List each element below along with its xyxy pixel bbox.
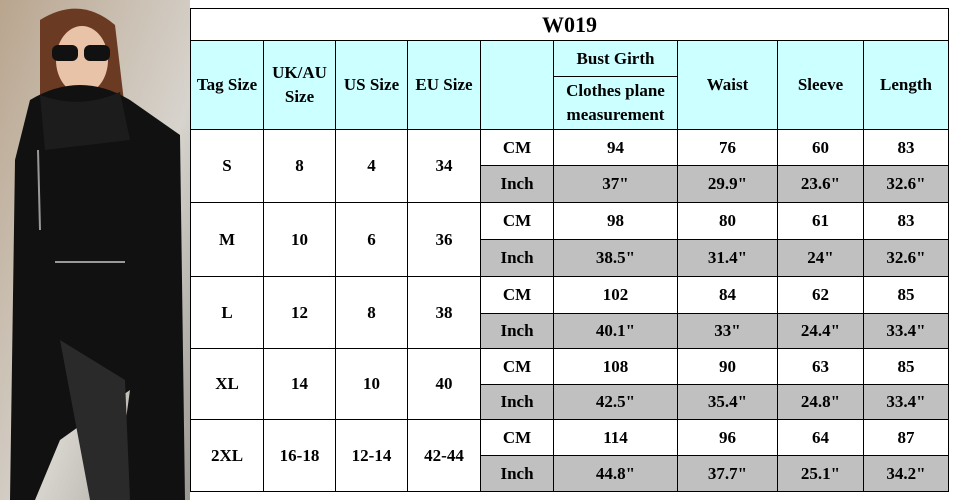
table-cell: 34 <box>407 129 481 203</box>
table-cell: 12-14 <box>335 419 408 492</box>
table-cell: 80 <box>677 202 778 240</box>
table-cell: 38 <box>407 276 481 349</box>
table-cell: 108 <box>553 348 678 385</box>
table-cell: 76 <box>677 129 778 166</box>
table-cell: 12 <box>263 276 336 349</box>
table-cell: 96 <box>677 419 778 456</box>
table-cell: 60 <box>777 129 864 166</box>
header-cell: Tag Size <box>190 40 264 130</box>
table-cell: 83 <box>863 202 949 240</box>
table-cell: L <box>190 276 264 349</box>
table-cell: 42-44 <box>407 419 481 492</box>
table-cell: 36 <box>407 202 481 277</box>
table-cell: 34.2" <box>863 455 949 492</box>
table-cell: 37" <box>553 165 678 203</box>
header-cell: Clothes plane measurement <box>553 76 678 130</box>
header-cell: Length <box>863 40 949 130</box>
header-cell: EU Size <box>407 40 481 130</box>
table-row: Inch 42.5" 35.4" 24.8" 33.4" <box>191 384 949 420</box>
table-cell: Inch <box>480 239 554 277</box>
table-cell: CM <box>480 202 554 240</box>
table-row: M 10 6 36 CM 98 80 61 83 <box>190 202 949 277</box>
table-cell: 114 <box>553 419 678 456</box>
table-cell: 62 <box>777 276 864 314</box>
table-row: Inch 37" 29.9" 23.6" 32.6" <box>191 165 949 203</box>
table-cell: CM <box>480 419 554 456</box>
table-cell: Inch <box>480 455 554 492</box>
table-cell: 38.5" <box>553 239 678 277</box>
table-cell: 102 <box>553 276 678 314</box>
table-cell: 6 <box>335 202 408 277</box>
table-cell: 98 <box>553 202 678 240</box>
table-cell: 90 <box>677 348 778 385</box>
table-cell: 85 <box>863 348 949 385</box>
table-row: Inch 38.5" 31.4" 24" 32.6" <box>191 239 949 277</box>
table-cell: 33.4" <box>863 313 949 349</box>
header-cell: US Size <box>335 40 408 130</box>
chart-title: W019 <box>190 8 949 41</box>
table-cell: CM <box>480 276 554 314</box>
table-cell: CM <box>480 129 554 166</box>
table-cell: 24.4" <box>777 313 864 349</box>
table-cell: 24" <box>777 239 864 277</box>
table-cell: 40 <box>407 348 481 420</box>
table-cell: 87 <box>863 419 949 456</box>
table-cell: 40.1" <box>553 313 678 349</box>
table-cell: 83 <box>863 129 949 166</box>
table-row: L 12 8 38 CM 102 84 62 85 <box>190 276 949 349</box>
table-cell: 32.6" <box>863 165 949 203</box>
model-photo <box>0 0 190 500</box>
table-row: 2XL 16-18 12-14 42-44 CM 114 96 64 87 <box>190 419 949 492</box>
table-cell: 33.4" <box>863 384 949 420</box>
header-cell: Sleeve <box>777 40 864 130</box>
table-cell: Inch <box>480 384 554 420</box>
table-cell: 63 <box>777 348 864 385</box>
table-cell: M <box>190 202 264 277</box>
table-row: Inch 40.1" 33" 24.4" 33.4" <box>191 313 949 349</box>
table-cell: 94 <box>553 129 678 166</box>
table-row: S 8 4 34 CM 94 76 60 83 <box>190 129 949 203</box>
table-cell: 61 <box>777 202 864 240</box>
table-cell: 16-18 <box>263 419 336 492</box>
table-cell: S <box>190 129 264 203</box>
table-cell: 10 <box>263 202 336 277</box>
table-cell: 85 <box>863 276 949 314</box>
table-cell: 10 <box>335 348 408 420</box>
table-cell: 14 <box>263 348 336 420</box>
table-cell: 23.6" <box>777 165 864 203</box>
table-cell: 37.7" <box>677 455 778 492</box>
table-cell: 24.8" <box>777 384 864 420</box>
table-cell: 33" <box>677 313 778 349</box>
table-cell: XL <box>190 348 264 420</box>
table-cell: 29.9" <box>677 165 778 203</box>
table-cell: CM <box>480 348 554 385</box>
table-cell: Inch <box>480 165 554 203</box>
table-cell: 2XL <box>190 419 264 492</box>
table-cell: 8 <box>263 129 336 203</box>
table-cell: 84 <box>677 276 778 314</box>
table-cell: Inch <box>480 313 554 349</box>
table-cell: 4 <box>335 129 408 203</box>
table-cell: 64 <box>777 419 864 456</box>
table-row: XL 14 10 40 CM 108 90 63 85 <box>190 348 949 420</box>
table-cell: 42.5" <box>553 384 678 420</box>
table-cell: 32.6" <box>863 239 949 277</box>
header-cell: UK/AU Size <box>263 40 336 130</box>
table-cell: 8 <box>335 276 408 349</box>
table-cell: 31.4" <box>677 239 778 277</box>
header-cell: Waist <box>677 40 778 130</box>
table-row: Inch 44.8" 37.7" 25.1" 34.2" <box>191 455 949 492</box>
table-cell: 25.1" <box>777 455 864 492</box>
table-cell: 44.8" <box>553 455 678 492</box>
size-chart: W019 Tag Size UK/AU Size US Size EU Size… <box>190 8 949 492</box>
table-cell: 35.4" <box>677 384 778 420</box>
header-cell: Bust Girth <box>553 40 678 77</box>
header-cell <box>480 40 554 130</box>
